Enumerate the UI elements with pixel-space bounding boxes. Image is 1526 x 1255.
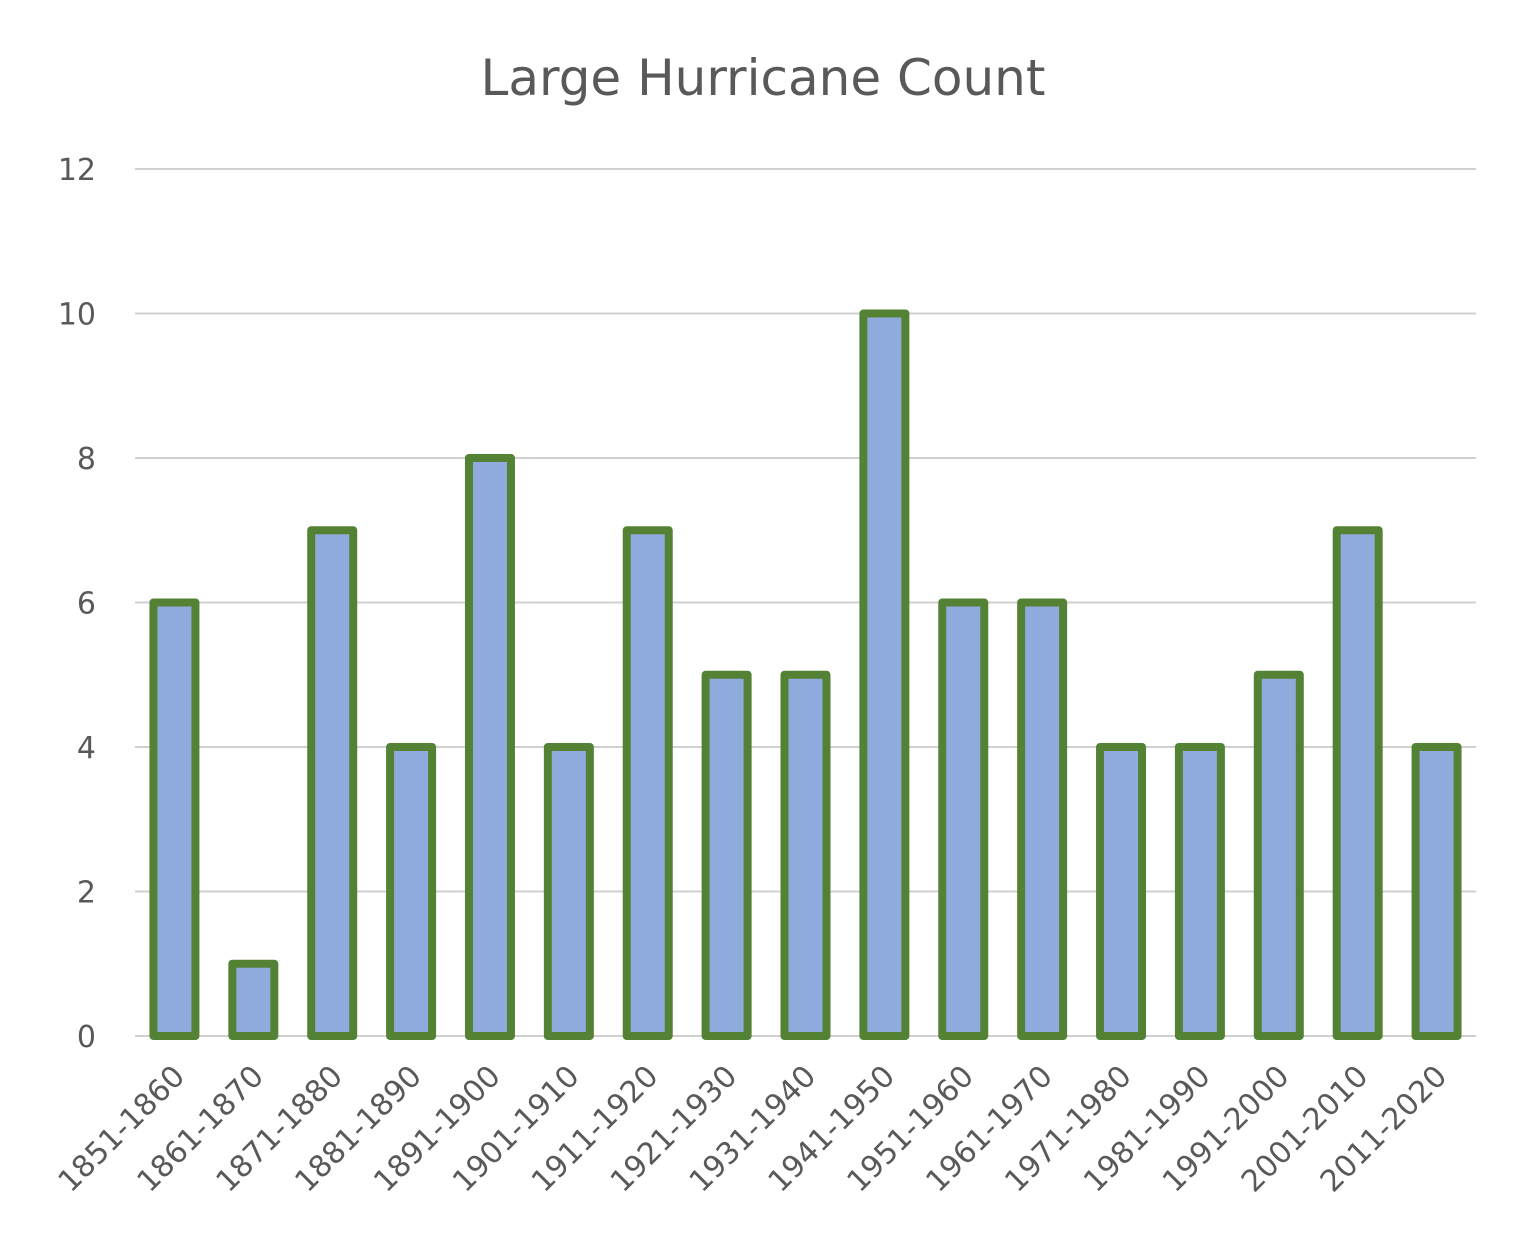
bar-1851-1860 xyxy=(149,598,200,1040)
bar-1911-1920 xyxy=(622,526,673,1040)
bar-1861-1870 xyxy=(228,959,279,1040)
bar-1951-1960 xyxy=(938,598,989,1040)
bar-2001-2010 xyxy=(1332,526,1383,1040)
y-axis-tick-labels: 0 2 4 6 8 10 12 xyxy=(58,153,96,1055)
y-tick-label: 6 xyxy=(77,587,96,622)
bar-1891-1900 xyxy=(464,454,515,1040)
bar-1941-1950 xyxy=(859,309,910,1040)
chart-title: Large Hurricane Count xyxy=(481,49,1046,107)
bar-1971-1980 xyxy=(1096,743,1147,1040)
y-tick-label: 4 xyxy=(77,731,96,766)
bars xyxy=(149,309,1462,1040)
y-tick-label: 2 xyxy=(77,876,96,911)
bar-2011-2020 xyxy=(1411,743,1462,1040)
bar-1921-1930 xyxy=(701,670,752,1040)
bar-1961-1970 xyxy=(1017,598,1068,1040)
bar-1881-1890 xyxy=(386,743,437,1040)
y-tick-label: 10 xyxy=(58,298,96,333)
bar-1901-1910 xyxy=(543,743,594,1040)
x-axis-tick-labels: 1851-18601861-18701871-18801881-18901891… xyxy=(52,1059,1455,1199)
bar-1981-1990 xyxy=(1174,743,1225,1040)
y-tick-label: 0 xyxy=(77,1020,96,1055)
y-tick-label: 12 xyxy=(58,153,96,188)
y-tick-label: 8 xyxy=(77,442,96,477)
bar-1991-2000 xyxy=(1253,670,1304,1040)
bar-1871-1880 xyxy=(307,526,358,1040)
bar-1931-1940 xyxy=(780,670,831,1040)
